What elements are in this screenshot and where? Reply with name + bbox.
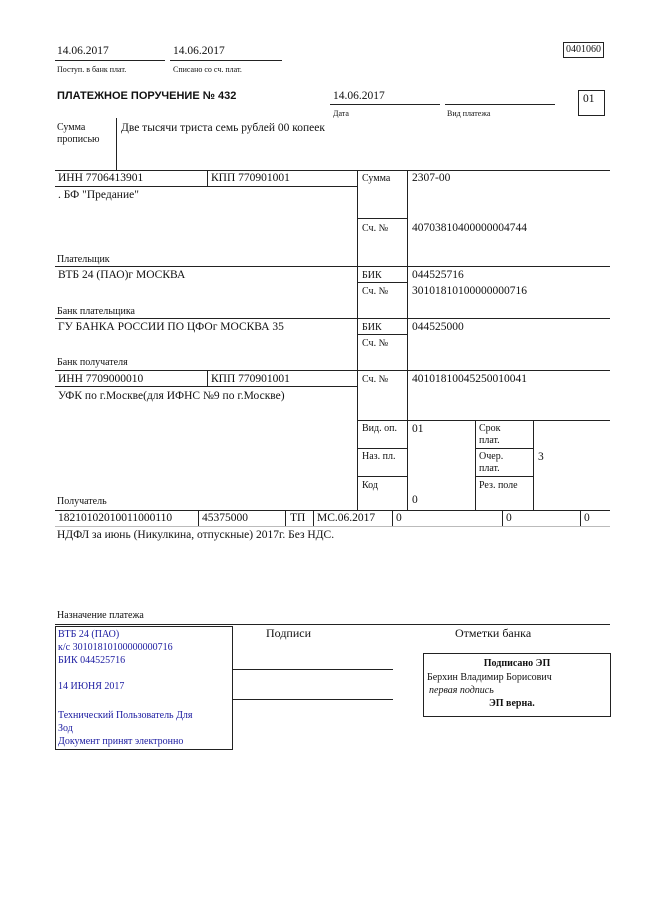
priority-label: Очер. плат. bbox=[479, 451, 504, 474]
code-label: Код bbox=[362, 480, 378, 491]
payer-account: 40703810400000004744 bbox=[412, 222, 527, 234]
basis: ТП bbox=[290, 512, 306, 524]
payee-account-label: Сч. № bbox=[362, 374, 389, 385]
reserve-label: Рез. поле bbox=[479, 480, 518, 491]
payee-bank-account-label: Сч. № bbox=[362, 338, 389, 349]
payer-account-label: Сч. № bbox=[362, 223, 389, 234]
payer-name: . БФ "Предание" bbox=[58, 189, 139, 201]
payment-type-label: Вид платежа bbox=[447, 109, 491, 118]
sum-label: Сумма bbox=[362, 173, 391, 184]
esign-status: ЭП верна. bbox=[489, 698, 535, 709]
payee-account: 40101810045250010041 bbox=[412, 373, 527, 385]
term-label: Срок плат. bbox=[479, 423, 501, 446]
payee-bank-label: Банк получателя bbox=[57, 357, 128, 368]
status-code: 01 bbox=[578, 90, 605, 116]
stamp-line: Документ принят электронно bbox=[58, 736, 184, 747]
document-date: 14.06.2017 bbox=[333, 90, 385, 102]
esign-role: первая подпись bbox=[429, 685, 494, 696]
priority: 3 bbox=[538, 451, 544, 463]
received-label: Поступ. в банк плат. bbox=[57, 65, 127, 74]
form-code: 0401060 bbox=[563, 42, 604, 58]
payee-bank-name: ГУ БАНКА РОССИИ ПО ЦФОг МОСКВА 35 bbox=[58, 321, 284, 333]
purpose-label: Назначение платежа bbox=[57, 610, 144, 621]
date-label: Дата bbox=[333, 109, 349, 118]
payee-bank-bik: 044525000 bbox=[412, 321, 464, 333]
op-type: 01 bbox=[412, 423, 424, 435]
doc-number: 0 bbox=[396, 512, 402, 524]
sum-value: 2307-00 bbox=[412, 172, 451, 184]
payee-bank-bik-label: БИК bbox=[362, 322, 382, 333]
signatures-label: Подписи bbox=[266, 626, 312, 640]
received-date: 14.06.2017 bbox=[57, 45, 109, 57]
payer-bank-label: Банк плательщика bbox=[57, 306, 135, 317]
amount-words-label: Сумма прописью bbox=[57, 122, 100, 145]
document-title: ПЛАТЕЖНОЕ ПОРУЧЕНИЕ № 432 bbox=[57, 90, 237, 102]
payee-label: Получатель bbox=[57, 496, 107, 507]
payer-inn: ИНН 7706413901 bbox=[58, 172, 144, 184]
doc-date: 0 bbox=[506, 512, 512, 524]
debited-label: Списано со сч. плат. bbox=[173, 65, 242, 74]
stamp-line: к/с 30101810100000000716 bbox=[58, 642, 173, 653]
amount-words: Две тысячи триста семь рублей 00 копеек bbox=[121, 122, 325, 134]
payer-bank-account: 30101810100000000716 bbox=[412, 285, 527, 297]
debited-date: 14.06.2017 bbox=[173, 45, 225, 57]
stamp-line: БИК 044525716 bbox=[58, 655, 126, 666]
payer-bank-account-label: Сч. № bbox=[362, 286, 389, 297]
purpose-text: НДФЛ за июнь (Никулкина, отпускные) 2017… bbox=[57, 529, 335, 541]
bank-stamp: ВТБ 24 (ПАО) к/с 30101810100000000716 БИ… bbox=[55, 626, 233, 750]
kbk: 18210102010011000110 bbox=[58, 512, 173, 524]
payer-bank-name: ВТБ 24 (ПАО)г МОСКВА bbox=[58, 269, 186, 281]
payee-inn: ИНН 7709000010 bbox=[58, 373, 144, 385]
esign-title: Подписано ЭП bbox=[483, 658, 551, 669]
payee-name: УФК по г.Москве(для ИФНС №9 по г.Москве) bbox=[58, 390, 285, 402]
purpose-code-label: Наз. пл. bbox=[362, 451, 396, 462]
tax-period: МС.06.2017 bbox=[317, 512, 376, 524]
oktmo: 45375000 bbox=[202, 512, 248, 524]
op-type-label: Вид. оп. bbox=[362, 423, 397, 434]
stamp-line: Технический Пользователь Для bbox=[58, 710, 193, 721]
esign-name: Берхин Владимир Борисович bbox=[427, 672, 552, 683]
payer-kpp: КПП 770901001 bbox=[211, 172, 290, 184]
esign-box: Подписано ЭП Берхин Владимир Борисович п… bbox=[423, 653, 611, 717]
payer-bank-bik: 044525716 bbox=[412, 269, 464, 281]
payee-kpp: КПП 770901001 bbox=[211, 373, 290, 385]
bank-marks-label: Отметки банка bbox=[455, 626, 532, 640]
payer-label: Плательщик bbox=[57, 254, 110, 265]
stamp-line: 14 ИЮНЯ 2017 bbox=[58, 681, 125, 692]
stamp-line: Зод bbox=[58, 723, 73, 734]
payment-type: 0 bbox=[584, 512, 590, 524]
stamp-line: ВТБ 24 (ПАО) bbox=[58, 629, 120, 640]
payer-bank-bik-label: БИК bbox=[362, 270, 382, 281]
code: 0 bbox=[412, 494, 418, 506]
